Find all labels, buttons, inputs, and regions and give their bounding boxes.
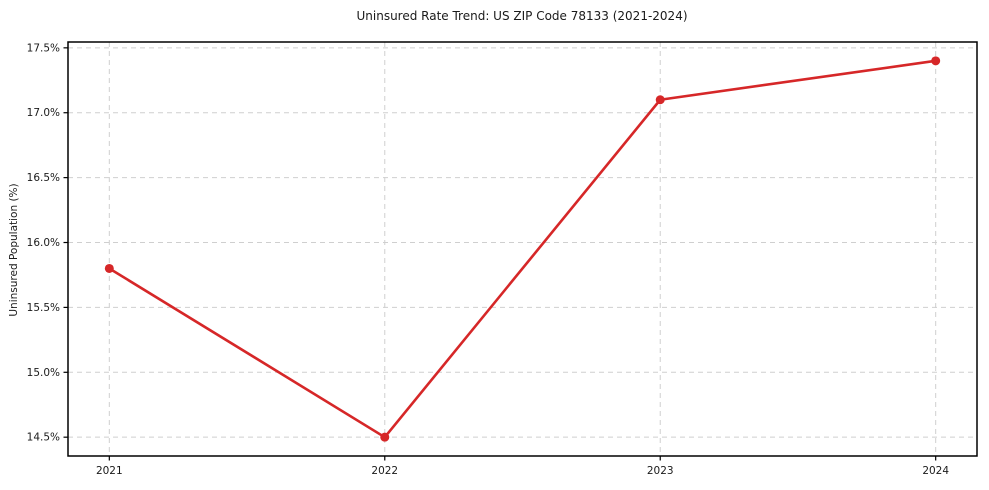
x-tick-label: 2022 xyxy=(371,465,398,477)
y-tick-label: 17.5% xyxy=(27,42,60,54)
data-point xyxy=(931,56,941,66)
x-tick-label: 2023 xyxy=(647,465,674,477)
y-tick-label: 14.5% xyxy=(27,432,60,444)
x-tick-label: 2021 xyxy=(96,465,123,477)
data-point xyxy=(380,432,390,442)
y-tick-label: 15.5% xyxy=(27,302,60,314)
x-tick-label: 2024 xyxy=(922,465,949,477)
data-point xyxy=(104,263,114,273)
y-tick-label: 17.0% xyxy=(27,107,60,119)
y-tick-label: 16.5% xyxy=(27,172,60,184)
plot-border xyxy=(67,41,978,457)
chart-title: Uninsured Rate Trend: US ZIP Code 78133 … xyxy=(356,9,688,23)
y-tick-label: 16.0% xyxy=(27,237,60,249)
data-point xyxy=(655,95,665,105)
y-tick-label: 15.0% xyxy=(27,367,60,379)
trend-line xyxy=(108,59,937,439)
